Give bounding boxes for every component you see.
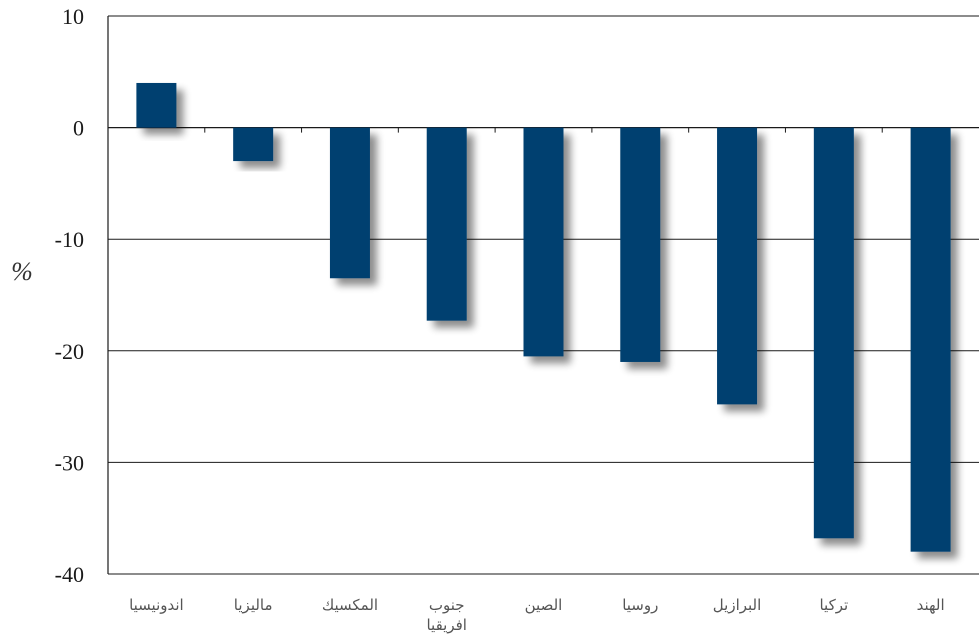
bar bbox=[813, 127, 854, 539]
y-tick-labels: 10 0 -10 -20 -30 -40 bbox=[55, 4, 84, 587]
x-tick-label: الهند bbox=[917, 596, 945, 614]
bar bbox=[523, 127, 564, 357]
x-tick-label: تركيا bbox=[819, 596, 848, 614]
x-tick-label: البرازيل bbox=[713, 596, 762, 614]
bar bbox=[910, 127, 951, 552]
x-tick-label: روسيا bbox=[622, 596, 658, 614]
x-tick-label: الصين bbox=[525, 596, 563, 614]
bar bbox=[233, 127, 274, 162]
bar bbox=[426, 127, 467, 321]
bars bbox=[136, 82, 951, 552]
bar bbox=[136, 82, 177, 128]
y-tick-label: -40 bbox=[55, 562, 84, 587]
y-tick-label: 10 bbox=[62, 4, 84, 29]
y-tick-label: -20 bbox=[55, 339, 84, 364]
y-tick-label: 0 bbox=[73, 116, 84, 141]
bar bbox=[717, 127, 758, 405]
x-tick-label: جنوب افريقيا bbox=[426, 596, 466, 634]
bar bbox=[620, 127, 661, 362]
x-tick-label: اندونيسيا bbox=[129, 596, 184, 614]
x-tick-label: المكسيك bbox=[322, 596, 378, 614]
y-tick-label: -10 bbox=[55, 227, 84, 252]
y-axis-label: % bbox=[11, 257, 33, 286]
y-tick-label: -30 bbox=[55, 450, 84, 475]
x-tick-labels: اندونيسيا ماليزيا المكسيك جنوب افريقيا الصين ر… bbox=[129, 596, 945, 634]
x-tick-label: ماليزيا bbox=[234, 596, 273, 614]
bar bbox=[329, 127, 370, 279]
